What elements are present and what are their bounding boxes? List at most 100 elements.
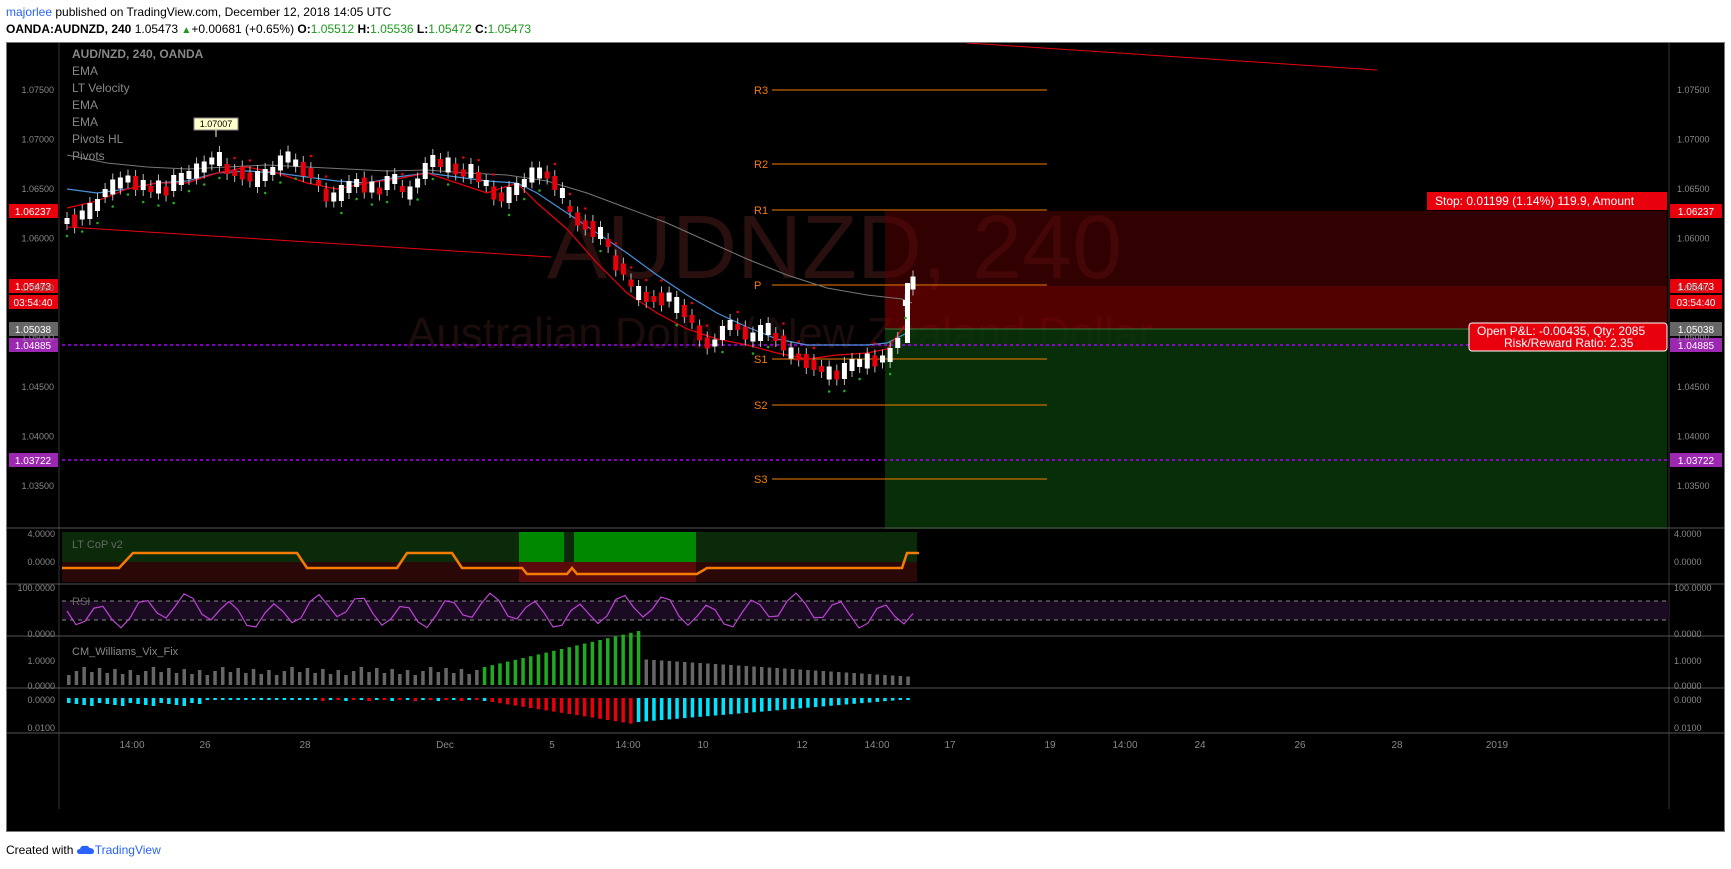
candle-body[interactable] [552, 176, 558, 190]
candle-body[interactable] [521, 179, 527, 187]
candle-body[interactable] [704, 337, 710, 349]
candle-body[interactable] [72, 214, 78, 228]
cop-pane[interactable]: LT CoP v2 [62, 532, 919, 582]
candle-body[interactable] [491, 186, 497, 200]
candle-body[interactable] [872, 355, 878, 367]
candle-body[interactable] [643, 292, 649, 302]
candle-body[interactable] [422, 163, 428, 179]
candle-body[interactable] [308, 168, 314, 178]
tradingview-link[interactable]: TradingView [94, 843, 161, 857]
candle-body[interactable] [483, 180, 489, 186]
candle-body[interactable] [773, 333, 779, 341]
candle-body[interactable] [64, 218, 70, 224]
candle-body[interactable] [437, 159, 443, 167]
candle-body[interactable] [399, 186, 405, 192]
candle-body[interactable] [148, 186, 154, 192]
legend-ema-1[interactable]: EMA [72, 64, 98, 78]
candle-body[interactable] [910, 276, 916, 290]
chart-frame[interactable]: AUDNZD, 240 Australian Dollar / New Zeal… [6, 42, 1725, 832]
candle-body[interactable] [285, 151, 291, 163]
candle-body[interactable] [194, 163, 200, 179]
candlestick-series[interactable] [64, 145, 916, 386]
legend-ema-3[interactable]: EMA [72, 115, 98, 129]
candle-body[interactable] [719, 326, 725, 340]
candle-body[interactable] [102, 189, 108, 197]
candle-body[interactable] [750, 332, 756, 342]
candle-body[interactable] [201, 161, 207, 173]
candle-body[interactable] [277, 155, 283, 171]
candle-body[interactable] [689, 315, 695, 323]
candle-body[interactable] [140, 180, 146, 190]
candle-body[interactable] [224, 164, 230, 174]
candle-body[interactable] [742, 326, 748, 340]
candle-body[interactable] [857, 359, 863, 367]
candle-body[interactable] [331, 192, 337, 202]
candle-body[interactable] [178, 173, 184, 185]
candle-body[interactable] [392, 174, 398, 184]
candle-body[interactable] [727, 320, 733, 330]
candle-body[interactable] [415, 178, 421, 188]
candle-body[interactable] [514, 183, 520, 195]
velocity-pane[interactable] [67, 698, 910, 724]
candle-body[interactable] [895, 338, 901, 348]
candle-body[interactable] [239, 166, 245, 180]
time-axis[interactable]: 14:00 26 28 Dec 5 14:00 10 12 14:00 17 19 14:00 24 26… [119, 740, 1508, 751]
candle-body[interactable] [361, 177, 367, 193]
candle-body[interactable] [636, 286, 642, 300]
candle-body[interactable] [567, 206, 573, 212]
candle-body[interactable] [407, 186, 413, 200]
candle-body[interactable] [262, 169, 268, 181]
legend-ema-2[interactable]: EMA [72, 98, 98, 112]
legend-lt-velocity[interactable]: LT Velocity [72, 81, 130, 95]
candle-body[interactable] [758, 325, 764, 341]
candle-body[interactable] [506, 187, 512, 203]
trend-line-upper[interactable] [966, 43, 1378, 71]
candle-body[interactable] [255, 171, 261, 187]
candle-body[interactable] [658, 292, 664, 306]
candle-body[interactable] [498, 192, 504, 202]
candle-body[interactable] [430, 155, 436, 167]
candle-body[interactable] [765, 323, 771, 335]
chart-canvas[interactable]: AUDNZD, 240 Australian Dollar / New Zeal… [7, 43, 1724, 831]
pnl-label-box[interactable] [1468, 322, 1668, 352]
candle-body[interactable] [209, 157, 215, 165]
candle-body[interactable] [803, 354, 809, 368]
candle-body[interactable] [880, 355, 886, 363]
candle-body[interactable] [841, 363, 847, 379]
candle-body[interactable] [887, 348, 893, 362]
candle-body[interactable] [247, 172, 253, 182]
candle-body[interactable] [796, 353, 802, 361]
rsi-pane[interactable]: RSI [62, 592, 1669, 629]
candle-body[interactable] [849, 359, 855, 371]
candle-body[interactable] [905, 283, 910, 343]
candle-body[interactable] [163, 186, 169, 196]
candle-body[interactable] [674, 297, 680, 313]
candle-body[interactable] [819, 366, 825, 372]
candle-body[interactable] [323, 188, 329, 202]
candle-body[interactable] [445, 157, 451, 173]
candle-body[interactable] [537, 167, 543, 179]
candle-body[interactable] [826, 366, 832, 380]
candle-body[interactable] [117, 177, 123, 189]
candle-body[interactable] [79, 210, 85, 220]
candle-body[interactable] [735, 324, 741, 330]
candle-body[interactable] [666, 292, 672, 302]
candle-body[interactable] [110, 179, 116, 195]
candle-body[interactable] [628, 279, 634, 287]
candle-body[interactable] [788, 347, 794, 359]
candle-body[interactable] [125, 175, 131, 183]
candle-body[interactable] [293, 159, 299, 167]
author-link[interactable]: majorlee [6, 5, 53, 19]
candle-body[interactable] [575, 212, 581, 226]
candle-body[interactable] [87, 203, 93, 219]
candle-body[interactable] [559, 188, 565, 198]
candle-body[interactable] [605, 239, 611, 247]
candle-body[interactable] [651, 296, 657, 302]
candle-body[interactable] [590, 221, 596, 237]
candle-body[interactable] [232, 170, 238, 176]
candle-body[interactable] [613, 255, 619, 271]
candle-body[interactable] [354, 179, 360, 187]
price-axis-right[interactable]: 1.07500 1.07000 1.06500 1.06000 1.05500 1.050… [1677, 85, 1710, 491]
candle-body[interactable] [216, 152, 222, 166]
candle-body[interactable] [155, 180, 161, 194]
